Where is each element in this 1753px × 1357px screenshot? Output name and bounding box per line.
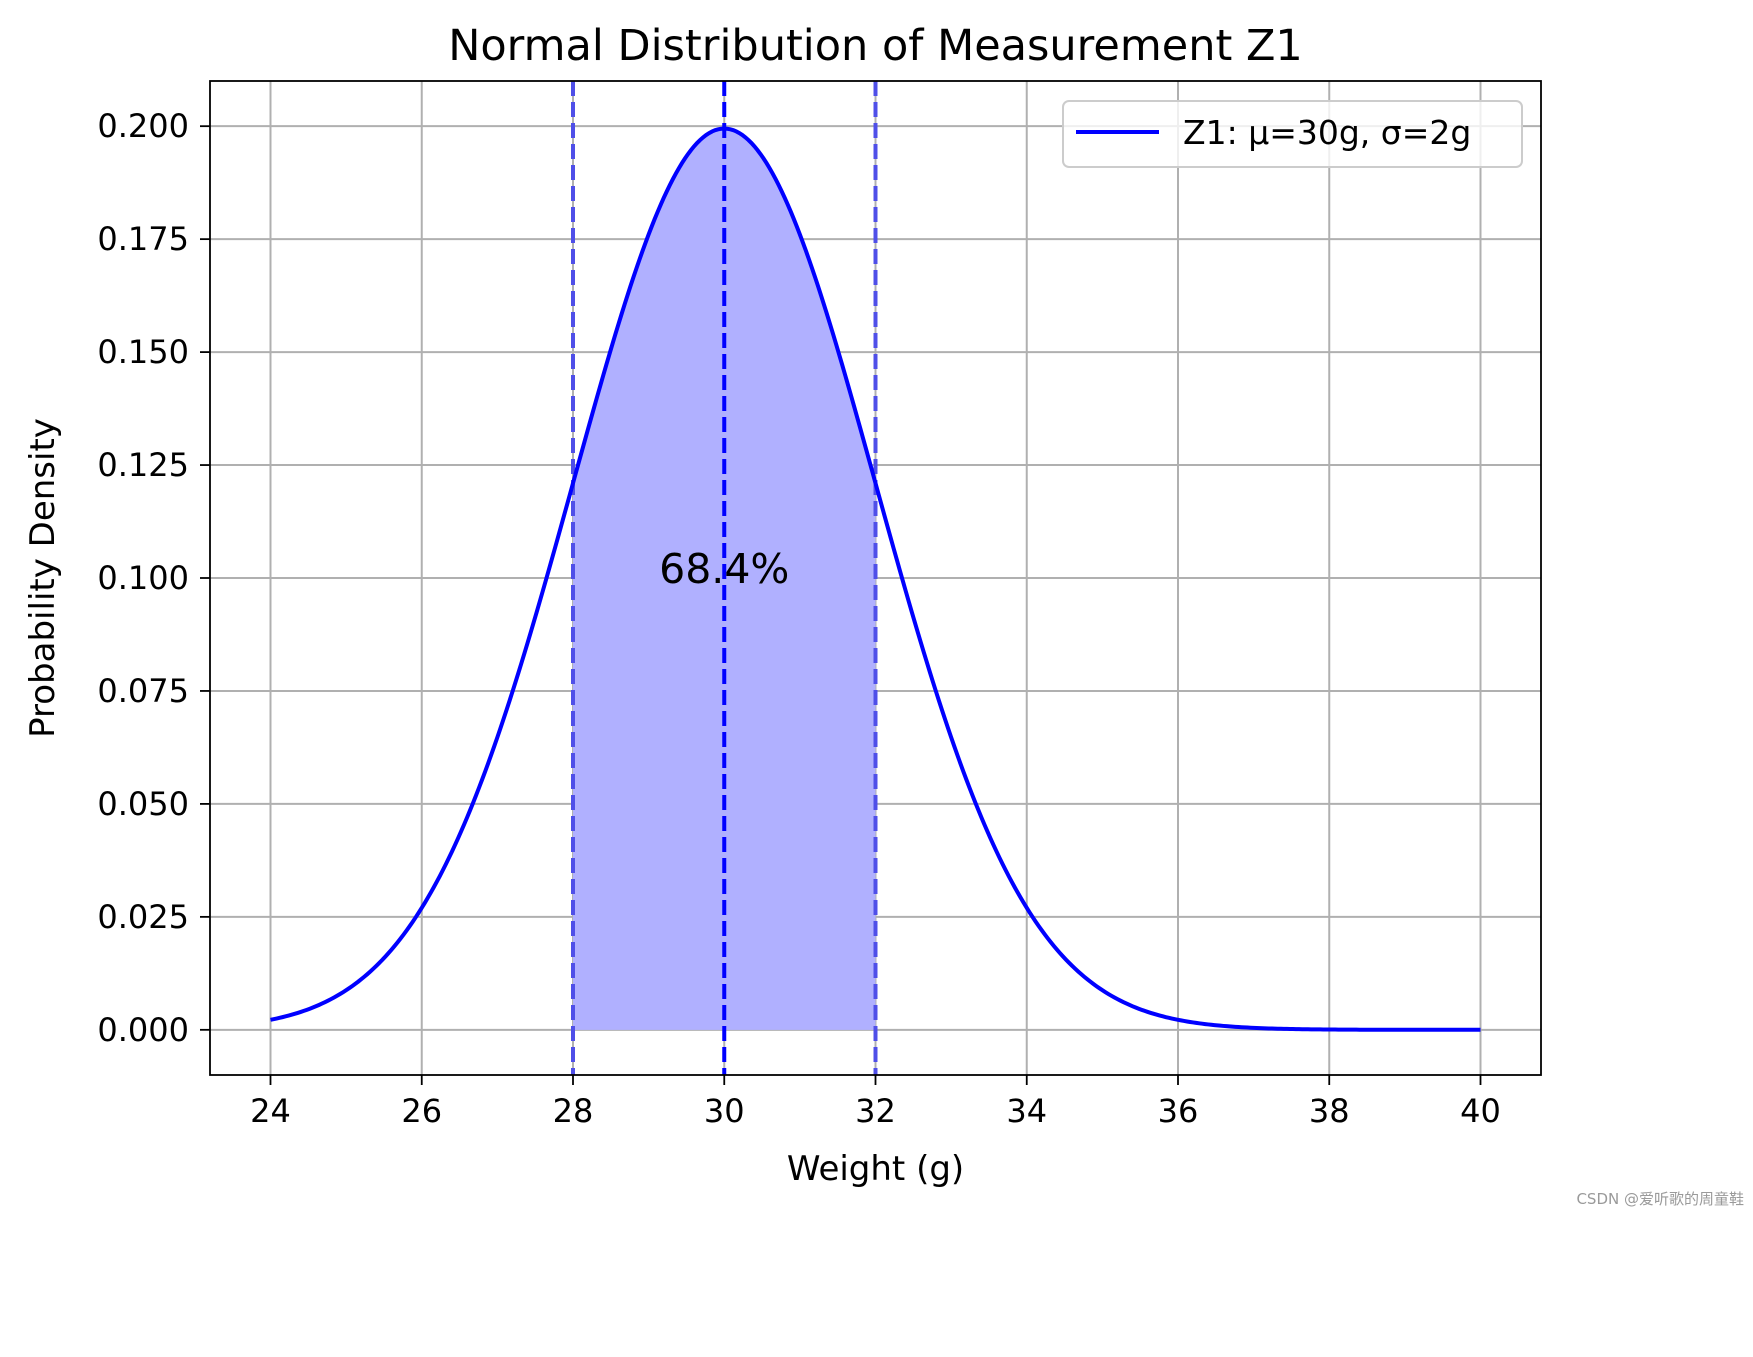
y-tick-label: 0.075 <box>97 672 189 710</box>
y-axis-label: Probability Density <box>23 418 63 738</box>
y-tick-label: 0.150 <box>97 333 189 371</box>
series-line-z1 <box>270 126 1481 1032</box>
x-tick-label: 30 <box>704 1092 745 1130</box>
y-tick-label: 0.125 <box>97 446 189 484</box>
y-tick-label: 0.050 <box>97 785 189 823</box>
shaded-region <box>573 128 876 1030</box>
annotations: 68.4% <box>659 545 789 593</box>
reference-lines <box>571 81 878 1075</box>
x-tick-label: 40 <box>1460 1092 1501 1130</box>
y-tick-label: 0.000 <box>97 1011 189 1049</box>
x-tick-label: 26 <box>401 1092 442 1130</box>
series <box>270 126 1481 1032</box>
shaded-area-68-percent <box>573 128 876 1030</box>
legend-box <box>1062 100 1523 168</box>
x-tick-label: 24 <box>250 1092 291 1130</box>
x-tick-label: 32 <box>855 1092 896 1130</box>
chart-title: Normal Distribution of Measurement Z1 <box>448 21 1303 71</box>
y-tick-label: 0.100 <box>97 559 189 597</box>
x-axis-label: Weight (g) <box>787 1149 964 1189</box>
legend: Z1: μ=30g, σ=2g <box>1062 100 1523 168</box>
y-axis-ticks: 0.000 0.025 0.050 0.075 0.100 0.125 0.150 0.175… <box>97 107 210 1049</box>
legend-entry-label: Z1: μ=30g, σ=2g <box>1183 113 1471 152</box>
x-tick-label: 36 <box>1158 1092 1199 1130</box>
x-tick-label: 28 <box>553 1092 594 1130</box>
x-axis-ticks: 24 26 28 30 32 34 36 38 40 <box>250 1075 1501 1130</box>
y-tick-label: 0.175 <box>97 220 189 258</box>
watermark: CSDN @爱听歌的周童鞋 <box>1576 1190 1744 1208</box>
x-tick-label: 34 <box>1006 1092 1047 1130</box>
y-tick-label: 0.200 <box>97 107 189 145</box>
x-tick-label: 38 <box>1309 1092 1350 1130</box>
annotation-percent-label: 68.4% <box>659 545 789 593</box>
y-tick-label: 0.025 <box>97 898 189 936</box>
